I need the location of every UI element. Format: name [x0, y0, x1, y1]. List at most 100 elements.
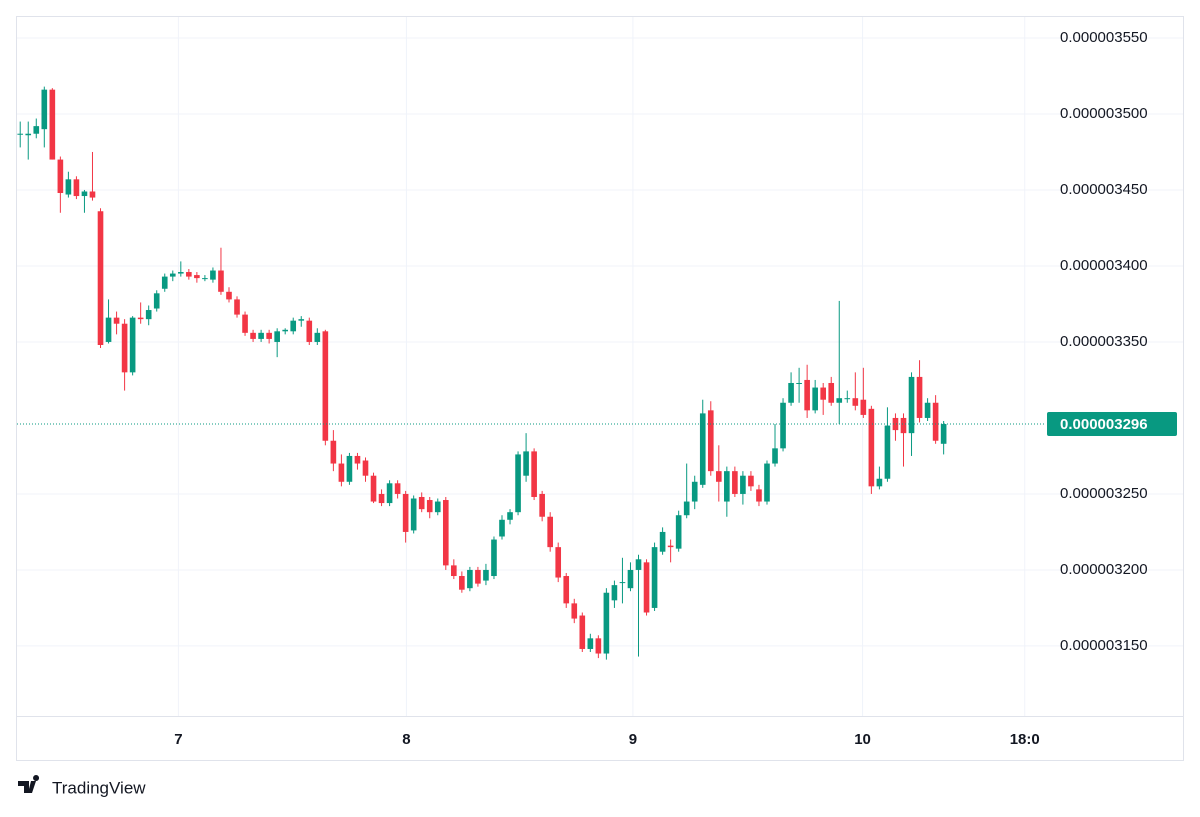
candle-body	[675, 515, 682, 549]
candle-body	[467, 569, 473, 589]
candle-body	[892, 417, 899, 431]
candle-body	[105, 317, 112, 342]
candle-body	[89, 191, 96, 198]
candle-body	[587, 638, 594, 649]
candle-body	[619, 582, 626, 584]
x-tick-label: 18:0	[1010, 731, 1040, 748]
candle-body	[707, 410, 714, 472]
candle-body	[121, 323, 128, 373]
candle-body	[426, 500, 433, 513]
y-tick-label: 0.000003450	[1060, 181, 1148, 198]
candle-body	[764, 463, 770, 502]
y-tick-label: 0.000003150	[1060, 637, 1148, 654]
candle-body	[153, 293, 160, 309]
y-tick-label: 0.000003350	[1060, 333, 1148, 350]
candle-body	[338, 463, 345, 482]
candle-body	[177, 272, 184, 274]
candle-body	[442, 500, 449, 566]
candle-body	[796, 382, 802, 384]
candle-body	[884, 425, 891, 479]
candle-body	[234, 299, 240, 315]
candle-body	[547, 516, 553, 548]
candle-body	[169, 273, 176, 277]
candle-body	[772, 448, 778, 464]
candle-body	[828, 382, 835, 403]
logo: TradingView	[18, 775, 146, 797]
candle-body	[868, 408, 875, 487]
candle-body	[49, 89, 56, 160]
y-tick-label: 0.000003500	[1060, 105, 1148, 122]
candle-body	[33, 126, 40, 134]
candle-body	[491, 539, 497, 577]
candle-body	[724, 471, 730, 502]
candle-body	[844, 398, 851, 400]
y-tick-label: 0.000003550	[1060, 29, 1148, 46]
candle-body	[740, 475, 746, 494]
candle-body	[876, 478, 883, 487]
brand: TradingView	[52, 778, 146, 797]
candle-body	[788, 382, 794, 403]
y-tick-label: 0.000003200	[1060, 561, 1148, 578]
axis-labels: 0.000003550 0.000003500 0.000003450 0.00000…	[174, 29, 1177, 748]
candle-body	[924, 402, 931, 418]
candle-body	[330, 440, 337, 464]
candle-body	[683, 501, 690, 516]
candle-body	[804, 379, 810, 411]
candle-body	[290, 320, 297, 332]
candle-body	[860, 399, 867, 415]
candle-body	[475, 569, 481, 584]
candle-body	[820, 387, 827, 400]
candle-body	[210, 270, 216, 280]
candle-body	[699, 413, 706, 485]
candle-body	[643, 562, 650, 613]
last-price-label: 0.000003296	[1060, 416, 1148, 433]
candle-body	[362, 460, 369, 476]
candle-body	[451, 565, 457, 577]
y-tick-label: 0.000003400	[1060, 257, 1148, 274]
candle-body	[836, 398, 843, 403]
candle-body	[691, 481, 698, 502]
candle-body	[354, 455, 361, 464]
candle-body	[226, 291, 232, 300]
candles	[17, 86, 1045, 660]
candle-body	[732, 471, 738, 494]
candle-body	[25, 133, 32, 136]
candle-body	[137, 317, 144, 320]
candle-body	[386, 483, 393, 504]
candle-body	[515, 454, 521, 513]
candle-body	[667, 545, 674, 548]
candle-body	[563, 576, 570, 604]
candle-body	[651, 547, 658, 608]
candle-body	[81, 191, 88, 197]
candle-body	[378, 493, 385, 504]
x-tick-label: 7	[174, 731, 182, 748]
candle-body	[97, 211, 104, 345]
x-tick-label: 9	[629, 731, 637, 748]
candle-body	[402, 493, 409, 532]
candle-body	[250, 332, 256, 339]
candle-body	[434, 501, 441, 513]
candle-body	[394, 483, 401, 494]
candle-body	[483, 569, 489, 581]
candle-body	[194, 275, 200, 279]
candle-body	[900, 417, 907, 434]
candle-body	[266, 332, 272, 339]
candle-body	[218, 270, 224, 292]
candle-body	[595, 638, 602, 654]
candle-body	[113, 317, 120, 324]
candle-body	[539, 493, 545, 517]
candle-body	[852, 398, 859, 406]
candle-body	[611, 585, 618, 601]
candle-body	[459, 576, 465, 590]
candle-body	[507, 512, 513, 520]
candle-body	[370, 475, 377, 502]
candle-body	[571, 603, 578, 619]
candle-body	[659, 531, 666, 552]
last-price-box	[1047, 412, 1177, 437]
candle-body	[306, 320, 313, 342]
candle-body	[812, 387, 818, 411]
candle-body	[41, 89, 48, 130]
candle-body	[756, 489, 762, 502]
